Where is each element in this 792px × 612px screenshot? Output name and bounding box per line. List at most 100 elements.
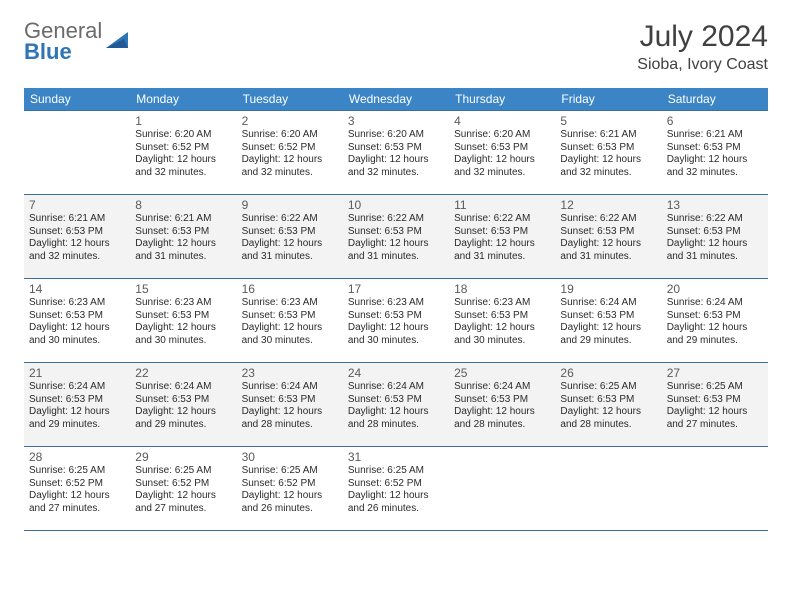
day-number: 20 — [667, 282, 763, 296]
day-number: 22 — [135, 366, 231, 380]
day-info: Sunrise: 6:22 AMSunset: 6:53 PMDaylight:… — [348, 213, 444, 263]
calendar-empty-cell — [24, 111, 130, 195]
calendar-day-cell: 2Sunrise: 6:20 AMSunset: 6:52 PMDaylight… — [237, 111, 343, 195]
weekday-header: Tuesday — [237, 88, 343, 111]
day-info: Sunrise: 6:20 AMSunset: 6:53 PMDaylight:… — [348, 129, 444, 179]
day-info: Sunrise: 6:24 AMSunset: 6:53 PMDaylight:… — [667, 297, 763, 347]
day-info: Sunrise: 6:25 AMSunset: 6:53 PMDaylight:… — [560, 381, 656, 431]
calendar-day-cell: 22Sunrise: 6:24 AMSunset: 6:53 PMDayligh… — [130, 363, 236, 447]
day-number: 19 — [560, 282, 656, 296]
day-info: Sunrise: 6:20 AMSunset: 6:53 PMDaylight:… — [454, 129, 550, 179]
day-info: Sunrise: 6:21 AMSunset: 6:53 PMDaylight:… — [29, 213, 125, 263]
day-number: 26 — [560, 366, 656, 380]
brand-triangle-icon — [106, 30, 130, 55]
calendar-day-cell: 20Sunrise: 6:24 AMSunset: 6:53 PMDayligh… — [662, 279, 768, 363]
day-number: 14 — [29, 282, 125, 296]
calendar-empty-cell — [555, 447, 661, 531]
day-info: Sunrise: 6:22 AMSunset: 6:53 PMDaylight:… — [242, 213, 338, 263]
calendar-day-cell: 15Sunrise: 6:23 AMSunset: 6:53 PMDayligh… — [130, 279, 236, 363]
calendar-day-cell: 21Sunrise: 6:24 AMSunset: 6:53 PMDayligh… — [24, 363, 130, 447]
day-info: Sunrise: 6:20 AMSunset: 6:52 PMDaylight:… — [135, 129, 231, 179]
day-number: 5 — [560, 114, 656, 128]
calendar-day-cell: 31Sunrise: 6:25 AMSunset: 6:52 PMDayligh… — [343, 447, 449, 531]
day-info: Sunrise: 6:24 AMSunset: 6:53 PMDaylight:… — [560, 297, 656, 347]
day-number: 28 — [29, 450, 125, 464]
calendar-day-cell: 18Sunrise: 6:23 AMSunset: 6:53 PMDayligh… — [449, 279, 555, 363]
calendar-day-cell: 10Sunrise: 6:22 AMSunset: 6:53 PMDayligh… — [343, 195, 449, 279]
day-info: Sunrise: 6:23 AMSunset: 6:53 PMDaylight:… — [242, 297, 338, 347]
weekday-header: Friday — [555, 88, 661, 111]
weekday-header: Thursday — [449, 88, 555, 111]
day-number: 7 — [29, 198, 125, 212]
day-info: Sunrise: 6:25 AMSunset: 6:52 PMDaylight:… — [135, 465, 231, 515]
day-info: Sunrise: 6:23 AMSunset: 6:53 PMDaylight:… — [348, 297, 444, 347]
day-info: Sunrise: 6:24 AMSunset: 6:53 PMDaylight:… — [454, 381, 550, 431]
day-info: Sunrise: 6:24 AMSunset: 6:53 PMDaylight:… — [242, 381, 338, 431]
brand-text: General Blue — [24, 20, 102, 63]
calendar-day-cell: 27Sunrise: 6:25 AMSunset: 6:53 PMDayligh… — [662, 363, 768, 447]
calendar-day-cell: 28Sunrise: 6:25 AMSunset: 6:52 PMDayligh… — [24, 447, 130, 531]
day-info: Sunrise: 6:23 AMSunset: 6:53 PMDaylight:… — [135, 297, 231, 347]
day-info: Sunrise: 6:25 AMSunset: 6:52 PMDaylight:… — [29, 465, 125, 515]
day-number: 3 — [348, 114, 444, 128]
calendar-day-cell: 12Sunrise: 6:22 AMSunset: 6:53 PMDayligh… — [555, 195, 661, 279]
brand-logo: General Blue — [24, 20, 130, 63]
calendar-day-cell: 4Sunrise: 6:20 AMSunset: 6:53 PMDaylight… — [449, 111, 555, 195]
calendar-page: General Blue July 2024 Sioba, Ivory Coas… — [0, 0, 792, 551]
day-number: 17 — [348, 282, 444, 296]
day-number: 25 — [454, 366, 550, 380]
day-info: Sunrise: 6:25 AMSunset: 6:53 PMDaylight:… — [667, 381, 763, 431]
day-number: 27 — [667, 366, 763, 380]
calendar-day-cell: 7Sunrise: 6:21 AMSunset: 6:53 PMDaylight… — [24, 195, 130, 279]
calendar-day-cell: 24Sunrise: 6:24 AMSunset: 6:53 PMDayligh… — [343, 363, 449, 447]
day-number: 24 — [348, 366, 444, 380]
calendar-day-cell: 8Sunrise: 6:21 AMSunset: 6:53 PMDaylight… — [130, 195, 236, 279]
day-number: 4 — [454, 114, 550, 128]
day-number: 12 — [560, 198, 656, 212]
day-number: 21 — [29, 366, 125, 380]
brand-word-2: Blue — [24, 41, 102, 63]
weekday-header: Wednesday — [343, 88, 449, 111]
day-info: Sunrise: 6:24 AMSunset: 6:53 PMDaylight:… — [135, 381, 231, 431]
title-block: July 2024 Sioba, Ivory Coast — [637, 20, 768, 74]
calendar-day-cell: 25Sunrise: 6:24 AMSunset: 6:53 PMDayligh… — [449, 363, 555, 447]
day-number: 31 — [348, 450, 444, 464]
calendar-day-cell: 11Sunrise: 6:22 AMSunset: 6:53 PMDayligh… — [449, 195, 555, 279]
calendar-day-cell: 30Sunrise: 6:25 AMSunset: 6:52 PMDayligh… — [237, 447, 343, 531]
calendar-body: 1Sunrise: 6:20 AMSunset: 6:52 PMDaylight… — [24, 111, 768, 531]
day-number: 2 — [242, 114, 338, 128]
day-number: 8 — [135, 198, 231, 212]
day-info: Sunrise: 6:21 AMSunset: 6:53 PMDaylight:… — [135, 213, 231, 263]
day-info: Sunrise: 6:22 AMSunset: 6:53 PMDaylight:… — [667, 213, 763, 263]
weekday-header: Sunday — [24, 88, 130, 111]
calendar-day-cell: 3Sunrise: 6:20 AMSunset: 6:53 PMDaylight… — [343, 111, 449, 195]
day-info: Sunrise: 6:23 AMSunset: 6:53 PMDaylight:… — [454, 297, 550, 347]
day-number: 6 — [667, 114, 763, 128]
day-info: Sunrise: 6:20 AMSunset: 6:52 PMDaylight:… — [242, 129, 338, 179]
day-number: 29 — [135, 450, 231, 464]
weekday-header: Monday — [130, 88, 236, 111]
day-number: 1 — [135, 114, 231, 128]
calendar-header-row: SundayMondayTuesdayWednesdayThursdayFrid… — [24, 88, 768, 111]
calendar-day-cell: 5Sunrise: 6:21 AMSunset: 6:53 PMDaylight… — [555, 111, 661, 195]
calendar-empty-cell — [662, 447, 768, 531]
weekday-header: Saturday — [662, 88, 768, 111]
day-info: Sunrise: 6:22 AMSunset: 6:53 PMDaylight:… — [560, 213, 656, 263]
day-info: Sunrise: 6:21 AMSunset: 6:53 PMDaylight:… — [560, 129, 656, 179]
calendar-table: SundayMondayTuesdayWednesdayThursdayFrid… — [24, 88, 768, 531]
calendar-day-cell: 26Sunrise: 6:25 AMSunset: 6:53 PMDayligh… — [555, 363, 661, 447]
day-info: Sunrise: 6:23 AMSunset: 6:53 PMDaylight:… — [29, 297, 125, 347]
day-info: Sunrise: 6:24 AMSunset: 6:53 PMDaylight:… — [348, 381, 444, 431]
calendar-day-cell: 1Sunrise: 6:20 AMSunset: 6:52 PMDaylight… — [130, 111, 236, 195]
calendar-day-cell: 16Sunrise: 6:23 AMSunset: 6:53 PMDayligh… — [237, 279, 343, 363]
calendar-day-cell: 14Sunrise: 6:23 AMSunset: 6:53 PMDayligh… — [24, 279, 130, 363]
calendar-day-cell: 19Sunrise: 6:24 AMSunset: 6:53 PMDayligh… — [555, 279, 661, 363]
day-info: Sunrise: 6:25 AMSunset: 6:52 PMDaylight:… — [348, 465, 444, 515]
calendar-day-cell: 17Sunrise: 6:23 AMSunset: 6:53 PMDayligh… — [343, 279, 449, 363]
day-number: 11 — [454, 198, 550, 212]
day-info: Sunrise: 6:21 AMSunset: 6:53 PMDaylight:… — [667, 129, 763, 179]
day-number: 10 — [348, 198, 444, 212]
calendar-empty-cell — [449, 447, 555, 531]
day-number: 23 — [242, 366, 338, 380]
day-info: Sunrise: 6:24 AMSunset: 6:53 PMDaylight:… — [29, 381, 125, 431]
